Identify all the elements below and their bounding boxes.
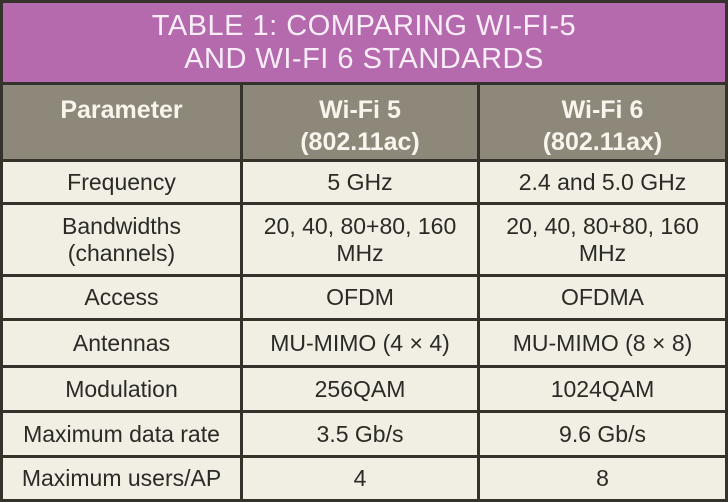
column-header-parameter-label: Parameter (60, 96, 183, 124)
cell-wifi5-value: 4 (243, 458, 480, 499)
column-header-wifi5: Wi-Fi 5 (802.11ac) (243, 85, 480, 160)
cell-parameter: Maximum users/AP (3, 458, 243, 499)
column-header-wifi6-label: Wi-Fi 6 (561, 96, 644, 124)
cell-wifi5-value: 5 GHz (243, 162, 480, 202)
cell-wifi6-value: 2.4 and 5.0 GHz (518, 168, 687, 195)
table-row-access: Access OFDM OFDMA (3, 274, 725, 318)
cell-wifi6-value: MU-MIMO (8 × 8) (512, 329, 693, 356)
cell-wifi6-value: OFDMA (560, 284, 645, 311)
cell-wifi5-value: 20, 40, 80+80, 160 MHz (243, 205, 480, 274)
table-row-bandwidths: Bandwidths (channels) 20, 40, 80+80, 160… (3, 202, 725, 274)
table-header-row: Parameter Wi-Fi 5 (802.11ac) Wi-Fi 6 (80… (3, 85, 725, 160)
cell-parameter: Modulation (3, 368, 243, 410)
cell-parameter: Frequency (3, 162, 243, 202)
table-title: TABLE 1: COMPARING WI-FI-5 AND WI-FI 6 S… (3, 3, 725, 85)
table-row-modulation: Modulation 256QAM 1024QAM (3, 365, 725, 410)
column-header-parameter: Parameter (3, 85, 243, 160)
table-title-line1: TABLE 1: COMPARING WI-FI-5 (151, 10, 577, 43)
cell-wifi6-value: 8 (596, 465, 609, 492)
cell-wifi5-value: MU-MIMO (4 × 4) (243, 321, 480, 365)
cell-parameter: Bandwidths (channels) (3, 205, 243, 274)
cell-parameter: Access (3, 277, 243, 318)
cell-wifi6-value: 1024QAM (550, 375, 655, 402)
cell-wifi6-value: 20, 40, 80+80, 160 MHz (506, 213, 699, 266)
cell-parameter: Antennas (3, 321, 243, 365)
column-header-wifi5-sub: (802.11ac) (300, 128, 420, 156)
column-header-wifi5-label: Wi-Fi 5 (319, 96, 401, 124)
column-header-wifi6-sub: (802.11ax) (542, 128, 663, 156)
cell-wifi6-value: 9.6 Gb/s (559, 420, 646, 447)
table-row-max-data-rate: Maximum data rate 3.5 Gb/s 9.6 Gb/s (3, 410, 725, 455)
cell-wifi5-value: 256QAM (243, 368, 480, 410)
table-row-antennas: Antennas MU-MIMO (4 × 4) MU-MIMO (8 × 8) (3, 318, 725, 365)
cell-wifi5-value: OFDM (243, 277, 480, 318)
column-header-wifi6: Wi-Fi 6 (802.11ax) (480, 85, 725, 160)
table-row-frequency: Frequency 5 GHz 2.4 and 5.0 GHz (3, 159, 725, 202)
cell-wifi5-value: 3.5 Gb/s (243, 413, 480, 455)
cell-parameter: Maximum data rate (3, 413, 243, 455)
table-row-max-users-ap: Maximum users/AP 4 8 (3, 455, 725, 499)
table-title-line2: AND WI-FI 6 STANDARDS (184, 42, 544, 75)
